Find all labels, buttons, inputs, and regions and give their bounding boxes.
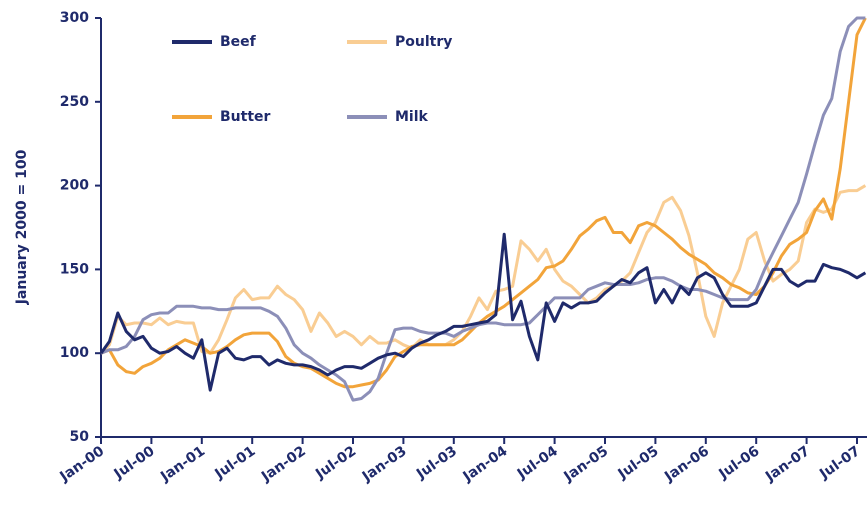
x-tick-label: Jul-04 (514, 443, 561, 483)
legend-label: Poultry (395, 34, 452, 50)
legend-label: Beef (220, 34, 257, 50)
legend-label: Milk (395, 109, 429, 125)
x-tick-label: Jul-01 (211, 443, 258, 483)
x-tick-label: Jan-01 (157, 443, 208, 485)
y-tick-label: 100 (60, 345, 89, 361)
y-tick-label: 250 (60, 94, 89, 110)
x-tick-label: Jan-03 (359, 443, 410, 485)
y-tick-label: 300 (60, 10, 89, 26)
x-tick-label: Jul-06 (715, 443, 762, 483)
x-tick-label: Jul-03 (413, 443, 460, 483)
x-tick-label: Jan-05 (560, 443, 611, 485)
legend-label: Butter (220, 109, 271, 125)
x-tick-label: Jan-00 (56, 443, 107, 485)
x-tick-label: Jul-07 (816, 443, 863, 483)
series-line (99, 184, 867, 355)
series-line (100, 16, 866, 402)
x-tick-label: Jan-02 (258, 443, 309, 485)
y-tick-label: 50 (70, 429, 90, 445)
x-tick-label: Jan-04 (460, 443, 511, 485)
y-axis-label: January 2000 = 100 (14, 149, 30, 305)
y-tick-label: 200 (60, 178, 89, 194)
x-tick-label: Jul-02 (312, 443, 359, 483)
series-line (99, 232, 867, 392)
x-tick-label: Jul-05 (615, 443, 662, 483)
x-tick-label: Jan-07 (762, 443, 813, 485)
series-line (100, 17, 867, 389)
x-tick-label: Jul-00 (111, 443, 158, 483)
y-tick-label: 150 (60, 261, 89, 277)
x-tick-label: Jan-06 (661, 443, 712, 485)
